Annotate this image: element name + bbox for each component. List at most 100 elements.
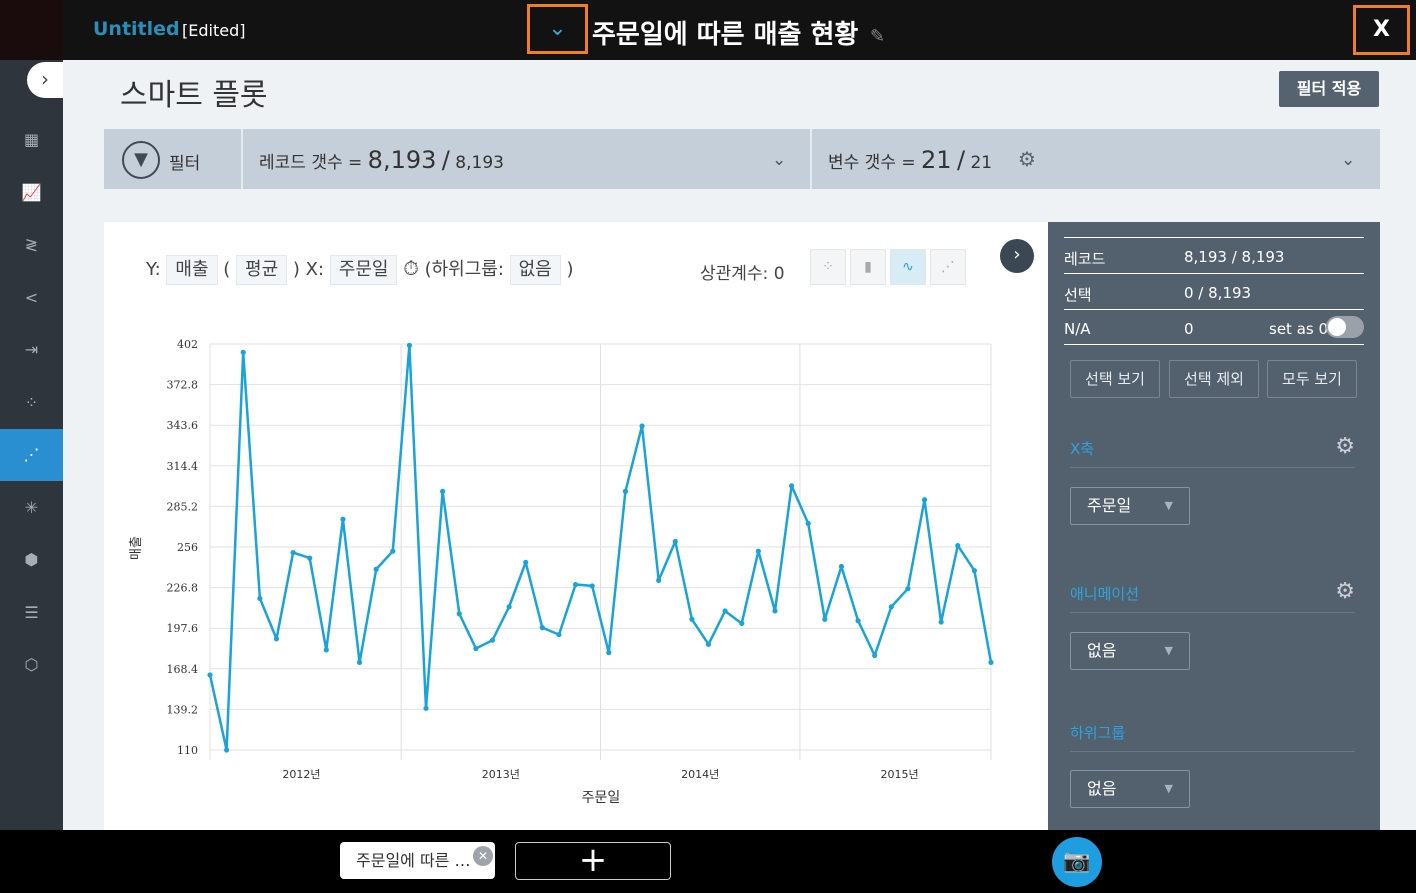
data-point[interactable]: [722, 608, 728, 614]
data-point[interactable]: [838, 563, 845, 570]
data-point[interactable]: [988, 659, 994, 666]
document-title[interactable]: 주문일에 따른 매출 현황: [592, 20, 859, 50]
data-point[interactable]: [373, 566, 379, 572]
x-tick-label: 2013년: [482, 768, 520, 781]
caret-down-icon: ▼: [1164, 644, 1173, 657]
data-point[interactable]: [423, 705, 429, 711]
title-dropdown-button[interactable]: ⌄: [527, 4, 588, 54]
data-point[interactable]: [955, 543, 961, 549]
filter-funnel-icon[interactable]: ▼: [122, 141, 160, 179]
data-point[interactable]: [622, 488, 629, 494]
data-point[interactable]: [656, 577, 662, 583]
sidebar-item-bar-chart[interactable]: 📈: [0, 167, 63, 219]
data-point[interactable]: [489, 637, 496, 643]
sidebar-item-dashboard[interactable]: ▦: [0, 114, 63, 166]
variable-chevron-down-icon[interactable]: ⌄: [1341, 150, 1356, 170]
gear-icon[interactable]: ⚙: [1335, 579, 1355, 604]
data-point[interactable]: [240, 349, 246, 355]
subgroup-chip[interactable]: 없음: [509, 255, 561, 285]
sidebar-item-hexagon[interactable]: ⬡: [0, 639, 63, 691]
record-value: 8,193 / 8,193: [1184, 248, 1285, 266]
set-zero-toggle[interactable]: [1326, 316, 1364, 338]
y-variable-chip[interactable]: 매출: [166, 255, 218, 285]
data-point[interactable]: [556, 631, 562, 638]
show-all-button[interactable]: 모두 보기: [1267, 360, 1357, 398]
data-point[interactable]: [888, 604, 894, 610]
y-tick-label: 110: [177, 744, 198, 757]
bar-type-icon[interactable]: ▮: [850, 249, 886, 285]
data-point[interactable]: [207, 672, 213, 678]
data-point[interactable]: [224, 747, 230, 753]
data-point[interactable]: [822, 616, 828, 622]
line-type-icon[interactable]: ∿: [890, 249, 926, 285]
data-point[interactable]: [672, 538, 678, 545]
data-point[interactable]: [755, 548, 761, 554]
clock-icon[interactable]: ⏱: [403, 256, 419, 280]
add-tab-button[interactable]: +: [515, 842, 671, 880]
gear-icon[interactable]: ⚙: [1335, 434, 1355, 459]
record-count[interactable]: 레코드 갯수 = 8,193 / 8,193: [259, 146, 504, 174]
data-point[interactable]: [739, 620, 745, 627]
x-axis-select[interactable]: 주문일 ▼: [1070, 487, 1190, 525]
animation-select[interactable]: 없음 ▼: [1070, 632, 1190, 670]
data-point[interactable]: [921, 497, 928, 503]
data-point[interactable]: [390, 548, 396, 554]
data-point[interactable]: [473, 645, 479, 652]
camera-icon[interactable]: 📷: [1052, 837, 1102, 887]
sidebar-item-network[interactable]: ✳: [0, 482, 63, 534]
gear-icon[interactable]: ⚙: [1018, 147, 1036, 171]
data-point[interactable]: [456, 611, 462, 617]
data-point[interactable]: [572, 581, 579, 588]
data-point[interactable]: [855, 618, 861, 624]
x-variable-chip[interactable]: 주문일: [329, 255, 398, 285]
sidebar-item-scatter-plot[interactable]: ⋰: [0, 429, 63, 481]
sidebar-item-bars[interactable]: ☰: [0, 587, 63, 639]
aggregation-chip[interactable]: 평균: [236, 255, 288, 285]
data-point[interactable]: [506, 604, 512, 610]
variable-count[interactable]: 변수 갯수 = 21 / 21: [828, 146, 992, 174]
data-point[interactable]: [356, 659, 363, 666]
data-point[interactable]: [805, 520, 811, 526]
data-point[interactable]: [406, 342, 413, 348]
smooth-line-type-icon[interactable]: ⋰: [930, 249, 966, 285]
subgroup-select[interactable]: 없음 ▼: [1070, 770, 1190, 808]
data-point[interactable]: [340, 516, 346, 522]
data-point[interactable]: [788, 483, 795, 489]
data-point[interactable]: [606, 650, 612, 656]
sidebar-item-cube[interactable]: ⬢: [0, 534, 63, 586]
data-point[interactable]: [307, 555, 313, 561]
sheet-tab[interactable]: 주문일에 따른 …: [340, 842, 495, 879]
data-point[interactable]: [689, 616, 695, 622]
sidebar-toggle-button[interactable]: ›: [27, 62, 63, 98]
chevron-right-icon[interactable]: ›: [1000, 239, 1034, 273]
close-tab-icon[interactable]: ✕: [473, 846, 493, 866]
data-point[interactable]: [440, 488, 446, 494]
data-point[interactable]: [273, 636, 280, 642]
sidebar-item-merge[interactable]: ⇥: [0, 324, 63, 376]
show-selected-button[interactable]: 선택 보기: [1070, 360, 1160, 398]
data-point[interactable]: [257, 595, 263, 602]
data-point[interactable]: [323, 647, 329, 653]
sidebar-item-flow[interactable]: ≷: [0, 219, 63, 271]
data-point[interactable]: [905, 586, 911, 592]
scatter-type-icon[interactable]: ⁘: [810, 249, 846, 285]
x-tick-label: 2015년: [881, 768, 919, 781]
data-point[interactable]: [705, 641, 712, 647]
pencil-icon[interactable]: ✎: [870, 26, 886, 47]
data-point[interactable]: [639, 423, 645, 429]
data-point[interactable]: [872, 652, 878, 659]
close-button[interactable]: X: [1353, 5, 1410, 55]
exclude-selected-button[interactable]: 선택 제외: [1169, 360, 1259, 398]
data-point[interactable]: [772, 608, 778, 614]
data-point[interactable]: [290, 549, 296, 556]
data-point[interactable]: [539, 625, 545, 631]
data-point[interactable]: [589, 583, 595, 589]
x-axis-section: X축 ⚙: [1070, 434, 1355, 468]
data-point[interactable]: [971, 568, 977, 574]
apply-filter-button[interactable]: 필터 적용: [1279, 71, 1379, 107]
data-point[interactable]: [523, 559, 529, 565]
sidebar-item-grid-dots[interactable]: ⁘: [0, 377, 63, 429]
sidebar-item-share[interactable]: <: [0, 272, 63, 324]
record-chevron-down-icon[interactable]: ⌄: [772, 150, 787, 170]
data-point[interactable]: [938, 619, 944, 625]
